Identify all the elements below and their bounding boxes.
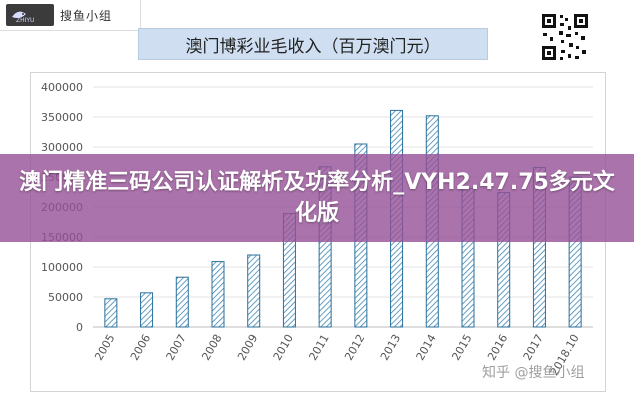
y-tick-label: 300000 [41, 141, 83, 154]
y-tick-label: 100000 [41, 261, 83, 274]
bar-2008 [211, 261, 225, 328]
y-tick-label: 50000 [48, 291, 83, 304]
x-tick-label: 2006 [128, 332, 153, 363]
title-banner: 澳门精准三码公司认证解析及功率分析_VYH2.47.75多元文化版 [0, 154, 634, 242]
y-tick-label: 350000 [41, 111, 83, 124]
fish-logo-icon [12, 11, 26, 18]
chart-title: 澳门博彩业毛收入（百万澳门元） [138, 28, 488, 60]
x-tick-label: 2008 [199, 332, 224, 363]
x-tick-label: 2017 [521, 332, 546, 363]
logo-name: 搜鱼小组 [60, 9, 113, 23]
x-tick-label: 2016 [485, 332, 510, 363]
x-tick-label: 2015 [449, 332, 474, 363]
logo-mark-text: ZHIYU [16, 17, 35, 24]
x-tick-label: 2010 [271, 332, 296, 363]
x-tick-label: 2011 [306, 332, 331, 363]
qr-code-icon [540, 12, 590, 62]
x-tick-label: 2012 [342, 332, 367, 363]
x-tick-label: 2007 [164, 332, 189, 363]
bar-2005 [104, 298, 118, 328]
x-tick-label: 2013 [378, 332, 403, 363]
bar-2007 [175, 276, 189, 328]
bar-2009 [247, 254, 261, 328]
y-tick-label: 400000 [41, 81, 83, 94]
x-tick-label: 2009 [235, 332, 260, 363]
y-tick-label: 0 [76, 321, 83, 334]
x-tick-label: 2005 [92, 332, 117, 363]
bar-2006 [140, 292, 154, 328]
logo-mark-icon: ZHIYU [6, 4, 54, 26]
x-tick-label: 2014 [414, 332, 439, 363]
banner-text: 澳门精准三码公司认证解析及功率分析_VYH2.47.75多元文化版 [19, 170, 615, 226]
watermark: 知乎 @搜鱼小组 [482, 365, 585, 381]
logo: ZHIYU 搜鱼小组 [0, 0, 141, 31]
